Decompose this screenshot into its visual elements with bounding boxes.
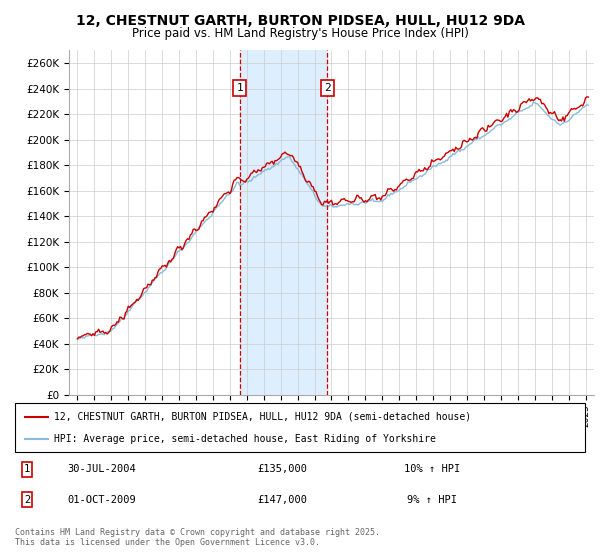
Text: 01-OCT-2009: 01-OCT-2009	[68, 494, 136, 505]
FancyBboxPatch shape	[15, 403, 585, 452]
Text: 1: 1	[236, 83, 243, 94]
Text: £147,000: £147,000	[257, 494, 307, 505]
Text: 10% ↑ HPI: 10% ↑ HPI	[404, 464, 460, 474]
Text: 1: 1	[24, 464, 30, 474]
Text: 2: 2	[324, 83, 331, 94]
Text: 12, CHESTNUT GARTH, BURTON PIDSEA, HULL, HU12 9DA (semi-detached house): 12, CHESTNUT GARTH, BURTON PIDSEA, HULL,…	[54, 412, 471, 422]
Text: Contains HM Land Registry data © Crown copyright and database right 2025.
This d: Contains HM Land Registry data © Crown c…	[15, 528, 380, 547]
Text: Price paid vs. HM Land Registry's House Price Index (HPI): Price paid vs. HM Land Registry's House …	[131, 27, 469, 40]
Bar	[240, 50, 327, 395]
Text: £135,000: £135,000	[257, 464, 307, 474]
Text: 30-JUL-2004: 30-JUL-2004	[68, 464, 136, 474]
Text: 9% ↑ HPI: 9% ↑ HPI	[407, 494, 457, 505]
Text: HPI: Average price, semi-detached house, East Riding of Yorkshire: HPI: Average price, semi-detached house,…	[54, 434, 436, 444]
Text: 12, CHESTNUT GARTH, BURTON PIDSEA, HULL, HU12 9DA: 12, CHESTNUT GARTH, BURTON PIDSEA, HULL,…	[76, 14, 524, 28]
Text: 2: 2	[24, 494, 30, 505]
